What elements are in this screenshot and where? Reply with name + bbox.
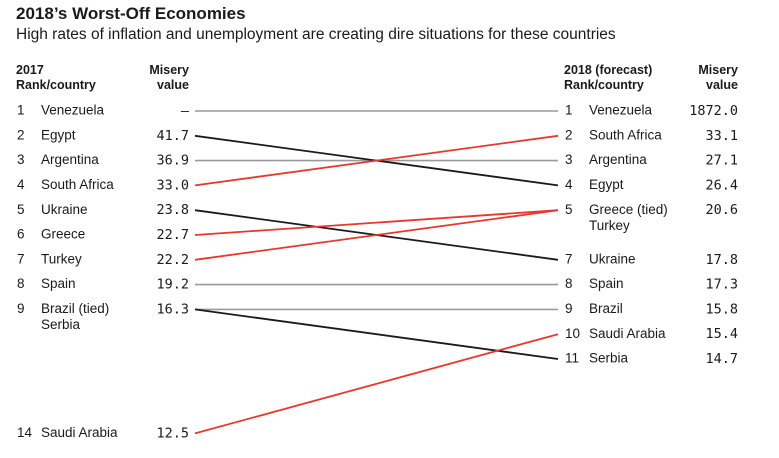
right-country-ukraine: Ukraine <box>589 251 636 266</box>
left-value-header-line1: Misery <box>149 63 189 77</box>
right-value-header: Misery value <box>680 63 738 93</box>
right-country-south-africa: South Africa <box>589 127 662 142</box>
right-value-saudi-arabia: 15.4 <box>705 326 738 342</box>
right-rank-1: 1 <box>565 103 573 118</box>
left-rank-header-line2: Rank/country <box>16 78 96 92</box>
left-rank-3: 3 <box>17 152 25 167</box>
right-value-ukraine: 17.8 <box>705 252 738 268</box>
left-rank-1: 1 <box>17 103 25 118</box>
left-rank-6: 6 <box>17 227 25 242</box>
right-value-header-line1: Misery <box>698 63 738 77</box>
left-country-spain: Spain <box>41 276 76 291</box>
left-country-argentina: Argentina <box>41 152 99 167</box>
right-rank-8: 8 <box>565 276 573 291</box>
left-rank-header: 2017 Rank/country <box>16 63 96 93</box>
right-value-argentina: 27.1 <box>705 153 738 169</box>
left-rank-14: 14 <box>17 425 33 440</box>
left-rank-7: 7 <box>17 251 25 266</box>
left-value-south-africa: 33.0 <box>156 177 189 193</box>
slope-line-serbia <box>194 308 559 360</box>
left-country-saudi-arabia: Saudi Arabia <box>41 425 118 440</box>
left-rank-8: 8 <box>17 276 25 291</box>
left-rank-5: 5 <box>17 202 25 217</box>
left-country-greece: Greece <box>41 227 85 242</box>
slope-line-south-africa <box>194 134 559 187</box>
left-rank-2: 2 <box>17 127 25 142</box>
left-country-venezuela: Venezuela <box>41 103 105 118</box>
left-country-south-africa: South Africa <box>41 177 114 192</box>
slope-line-greece <box>194 209 559 236</box>
right-country-argentina: Argentina <box>589 152 647 167</box>
left-value-egypt: 41.7 <box>156 128 189 144</box>
left-value-ukraine: 23.8 <box>156 202 189 218</box>
right-rank-10: 10 <box>565 326 580 341</box>
left-rank-4: 4 <box>17 177 25 192</box>
left-value-venezuela: – <box>181 103 190 119</box>
right-country-saudi-arabia: Saudi Arabia <box>589 326 666 341</box>
right-country-greece-tied: Greece (tied) <box>589 202 668 217</box>
right-value-spain: 17.3 <box>705 277 738 293</box>
right-country-turkey: Turkey <box>589 218 630 233</box>
right-country-brazil: Brazil <box>589 301 623 316</box>
right-rank-9: 9 <box>565 301 573 316</box>
slope-line-saudi-arabia <box>194 333 559 435</box>
right-country-spain: Spain <box>589 276 624 291</box>
right-value-brazil: 15.8 <box>705 301 738 317</box>
right-country-venezuela: Venezuela <box>589 103 653 118</box>
left-country-turkey: Turkey <box>41 251 82 266</box>
left-value-brazil-tied: 16.3 <box>156 301 189 317</box>
left-country-egypt: Egypt <box>41 127 76 142</box>
right-rank-header: 2018 (forecast) Rank/country <box>564 63 652 93</box>
left-value-greece: 22.7 <box>156 227 189 243</box>
left-value-header-line2: value <box>157 78 189 92</box>
right-rank-5: 5 <box>565 202 573 217</box>
right-rank-7: 7 <box>565 251 573 266</box>
right-rank-header-line2: Rank/country <box>564 78 644 92</box>
right-value-egypt: 26.4 <box>705 177 738 193</box>
right-country-serbia: Serbia <box>589 351 629 366</box>
chart-title: 2018’s Worst-Off Economies <box>16 4 246 23</box>
right-value-greece-tied: 20.6 <box>705 202 738 218</box>
slope-line-turkey <box>194 209 559 261</box>
left-value-header: Misery value <box>143 63 189 93</box>
left-country-brazil-tied: Brazil (tied) <box>41 301 109 316</box>
left-country-serbia: Serbia <box>41 317 81 332</box>
right-rank-2: 2 <box>565 127 573 142</box>
left-value-argentina: 36.9 <box>156 153 189 169</box>
right-value-serbia: 14.7 <box>705 351 738 367</box>
right-value-header-line2: value <box>706 78 738 92</box>
chart-subtitle: High rates of inflation and unemployment… <box>16 26 616 43</box>
right-rank-header-line1: 2018 (forecast) <box>564 63 653 77</box>
right-country-egypt: Egypt <box>589 177 624 192</box>
left-value-turkey: 22.2 <box>156 252 189 268</box>
left-rank-header-line1: 2017 <box>16 63 44 77</box>
left-country-ukraine: Ukraine <box>41 202 88 217</box>
left-value-saudi-arabia: 12.5 <box>156 425 189 441</box>
right-rank-4: 4 <box>565 177 573 192</box>
right-value-venezuela: 1872.0 <box>689 103 738 119</box>
left-rank-9: 9 <box>17 301 25 316</box>
right-rank-3: 3 <box>565 152 573 167</box>
left-value-spain: 19.2 <box>156 277 189 293</box>
right-rank-11: 11 <box>565 351 579 366</box>
right-value-south-africa: 33.1 <box>705 128 738 144</box>
